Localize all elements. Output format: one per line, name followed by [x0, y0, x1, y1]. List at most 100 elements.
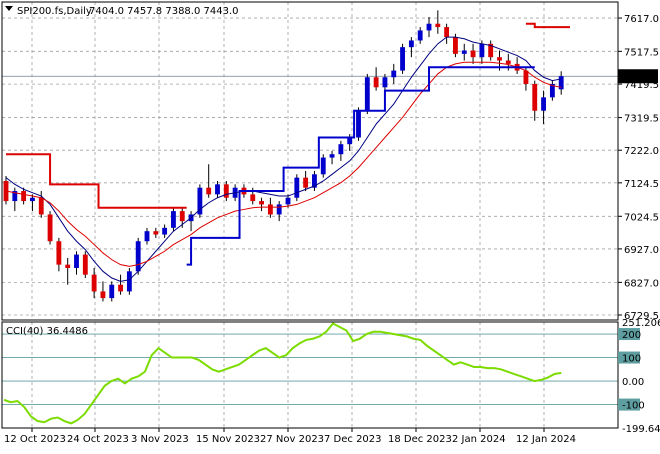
bearish-candle[interactable]	[488, 43, 494, 58]
time-tick-label: 24 Oct 2023	[67, 434, 129, 445]
price-tick-label: 6927.0	[624, 245, 659, 256]
cci-tick-label: 100	[622, 354, 641, 365]
bullish-candle[interactable]	[109, 284, 115, 299]
time-tick-label: 7 Dec 2023	[324, 434, 382, 445]
bullish-candle[interactable]	[162, 227, 168, 235]
bullish-candle[interactable]	[144, 231, 150, 242]
price-tick-label: 6827.0	[624, 278, 659, 289]
bullish-candle[interactable]	[417, 30, 423, 41]
price-tick-label: 7517.5	[624, 47, 659, 58]
bearish-candle[interactable]	[91, 274, 97, 292]
bullish-candle[interactable]	[135, 241, 141, 272]
bearish-candle[interactable]	[267, 204, 273, 215]
bullish-candle[interactable]	[426, 23, 432, 31]
bullish-candle[interactable]	[197, 187, 203, 215]
bearish-candle[interactable]	[206, 187, 212, 195]
bullish-candle[interactable]	[30, 197, 35, 202]
bullish-candle[interactable]	[329, 154, 335, 158]
time-tick-label: 2 Jan 2024	[452, 434, 506, 445]
bearish-candle[interactable]	[532, 83, 538, 111]
time-tick-label: 15 Nov 2023	[196, 434, 260, 445]
bearish-candle[interactable]	[444, 27, 450, 38]
bullish-candle[interactable]	[391, 70, 397, 78]
symbol-label: SPI200.fs,Daily	[17, 6, 92, 17]
cci-level-tag	[618, 328, 640, 341]
bearish-candle[interactable]	[65, 264, 71, 268]
bullish-candle[interactable]	[479, 43, 485, 58]
time-tick-label: 3 Nov 2023	[131, 434, 189, 445]
bullish-candle[interactable]	[382, 77, 388, 88]
bearish-candle[interactable]	[373, 77, 379, 88]
bearish-candle[interactable]	[505, 60, 511, 64]
ohlc-values: 7404.0 7457.8 7388.0 7443.0	[89, 6, 239, 17]
bullish-candle[interactable]	[364, 77, 370, 111]
bullish-candle[interactable]	[320, 157, 326, 175]
bearish-candle[interactable]	[259, 201, 264, 205]
bullish-candle[interactable]	[285, 197, 291, 205]
time-tick-label: 18 Dec 2023	[388, 434, 452, 445]
bearish-candle[interactable]	[56, 241, 62, 265]
bullish-candle[interactable]	[215, 184, 220, 195]
cci-level-tag	[618, 398, 640, 411]
bullish-candle[interactable]	[549, 83, 555, 98]
bullish-candle[interactable]	[171, 211, 176, 228]
bearish-candle[interactable]	[153, 231, 159, 235]
bullish-candle[interactable]	[461, 50, 467, 54]
cci-tick-label: -199.648	[622, 424, 660, 435]
cci-tick-label: 0.00	[622, 377, 644, 388]
trailing-stop-down-line	[6, 153, 187, 209]
price-tick-label: 6729.5	[624, 311, 659, 322]
bearish-candle[interactable]	[179, 211, 185, 222]
bearish-candle[interactable]	[100, 291, 106, 299]
cci-tick-label: 200	[622, 330, 641, 341]
bullish-candle[interactable]	[541, 97, 546, 111]
bullish-candle[interactable]	[12, 191, 18, 202]
bearish-candle[interactable]	[82, 254, 88, 275]
cci-panel[interactable]: CCI(40) 36.4486	[2, 322, 618, 425]
cci-tick-label: 251.206	[622, 318, 660, 329]
bearish-candle[interactable]	[21, 191, 27, 202]
bearish-candle[interactable]	[47, 214, 53, 242]
time-tick-label: 27 Nov 2023	[260, 434, 324, 445]
bearish-candle[interactable]	[38, 197, 44, 215]
cci-indicator-label: CCI(40) 36.4486	[6, 326, 88, 337]
bullish-candle[interactable]	[356, 110, 361, 138]
bullish-candle[interactable]	[338, 144, 344, 155]
bullish-candle[interactable]	[408, 40, 414, 48]
cci-line	[3, 322, 562, 425]
bearish-candle[interactable]	[250, 194, 256, 202]
bearish-candle[interactable]	[453, 37, 458, 54]
fast-moving-average-line	[5, 36, 562, 282]
grid	[2, 2, 618, 428]
bullish-candle[interactable]	[74, 254, 79, 268]
bearish-candle[interactable]	[523, 70, 529, 84]
current-price-tag	[618, 69, 658, 84]
dropdown-triangle-icon[interactable]	[5, 6, 13, 11]
price-tick-label: 7124.5	[624, 179, 659, 190]
bearish-candle[interactable]	[118, 284, 123, 292]
bullish-candle[interactable]	[294, 177, 300, 198]
time-tick-label: 12 Jan 2024	[516, 434, 576, 445]
cci-tick-label: -100	[622, 401, 645, 412]
cci-level-tag	[618, 351, 640, 364]
price-tick-label: 7222.0	[624, 146, 659, 157]
bullish-candle[interactable]	[126, 271, 132, 292]
price-tick-label: 7024.5	[624, 212, 659, 223]
bearish-candle[interactable]	[303, 177, 309, 188]
bearish-candle[interactable]	[497, 57, 502, 61]
bearish-candle[interactable]	[435, 23, 441, 28]
bullish-candle[interactable]	[400, 47, 405, 71]
bullish-candle[interactable]	[558, 76, 564, 90]
bullish-candle[interactable]	[347, 137, 353, 145]
trailing-stop-up-line	[186, 66, 535, 266]
price-panel-frame	[1, 1, 619, 321]
bearish-candle[interactable]	[223, 184, 229, 198]
price-panel[interactable]	[2, 10, 618, 302]
cci-panel-frame	[1, 321, 619, 429]
bullish-candle[interactable]	[276, 204, 282, 215]
axes: 7617.0 7517.5 7419.5 7319.5 7222.0 7124.5 7024…	[1, 1, 660, 445]
bearish-candle[interactable]	[470, 50, 476, 58]
bullish-candle[interactable]	[312, 174, 317, 188]
